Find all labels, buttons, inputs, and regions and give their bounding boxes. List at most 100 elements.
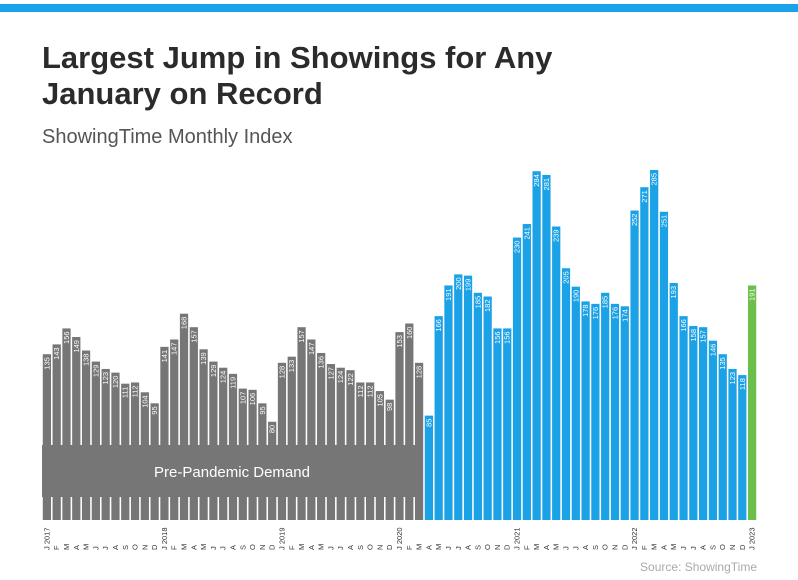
x-tick-label: O: [131, 544, 140, 550]
bar: [101, 368, 110, 520]
chart-subtitle: ShowingTime Monthly Index: [42, 126, 293, 148]
bar: [179, 313, 189, 520]
bar: [630, 210, 639, 521]
x-tick-label: S: [473, 545, 482, 550]
x-tick-label: O: [601, 544, 610, 550]
value-label: 104: [140, 395, 149, 408]
x-tick-label: N: [258, 545, 267, 550]
value-label: 157: [189, 330, 198, 343]
bar: [444, 285, 453, 520]
x-tick-label: J: [326, 546, 335, 550]
x-tick-label: M: [415, 544, 424, 550]
value-label: 199: [464, 279, 473, 292]
value-label: 123: [101, 372, 110, 385]
value-label: 138: [82, 354, 91, 367]
bar: [571, 286, 580, 520]
value-label: 135: [42, 357, 51, 370]
x-tick-label: O: [248, 544, 257, 550]
value-label: 80: [268, 425, 277, 433]
value-label: 112: [131, 385, 140, 397]
value-label: 156: [62, 331, 71, 344]
value-label: 141: [160, 350, 169, 363]
x-tick-label: J 2018: [160, 527, 169, 550]
x-tick-label: J: [689, 546, 698, 550]
x-tick-label: F: [640, 545, 649, 550]
bar: [561, 268, 571, 520]
bar: [405, 323, 414, 520]
x-tick-label: D: [738, 544, 747, 550]
value-label: 124: [219, 371, 228, 384]
bar: [463, 275, 473, 520]
x-tick-label: A: [189, 545, 198, 550]
bar: [728, 368, 737, 520]
x-tick-label: J: [679, 546, 688, 550]
x-tick-label: S: [121, 545, 130, 550]
x-tick-label: M: [180, 544, 189, 550]
x-tick-label: F: [287, 545, 296, 550]
bar: [209, 361, 218, 520]
value-label: 129: [91, 365, 100, 378]
bar: [189, 327, 198, 520]
value-label: 185: [473, 296, 482, 309]
bar: [414, 362, 424, 520]
bar: [219, 367, 228, 520]
annotation: Pre-Pandemic Demand: [154, 464, 310, 481]
top-stripe: [0, 4, 798, 12]
value-label: 127: [326, 367, 335, 380]
bar: [424, 415, 433, 520]
value-label: 176: [591, 307, 600, 320]
source: Source: ShowingTime: [640, 560, 757, 574]
annotation-band: [42, 445, 422, 497]
bar: [718, 354, 727, 520]
value-label: 157: [699, 330, 708, 343]
value-label: 139: [199, 352, 208, 365]
x-tick-label: J 2020: [395, 527, 404, 550]
value-label: 98: [385, 403, 394, 411]
value-label: 284: [532, 174, 541, 187]
x-tick-label: D: [503, 544, 512, 550]
x-tick-label: N: [728, 545, 737, 550]
value-label: 149: [72, 340, 81, 353]
value-label: 168: [180, 317, 189, 330]
x-tick-label: M: [297, 544, 306, 550]
x-tick-label: A: [346, 545, 355, 550]
value-label: 166: [679, 319, 688, 332]
x-tick-label: F: [522, 545, 531, 550]
value-label: 95: [150, 406, 159, 414]
value-label: 143: [52, 347, 61, 360]
bar: [81, 350, 91, 520]
bar: [610, 303, 620, 520]
value-label: 156: [493, 331, 502, 344]
value-label: 136: [317, 356, 326, 369]
value-label: 133: [287, 360, 296, 373]
x-tick-label: N: [375, 545, 384, 550]
x-tick-label: J: [571, 546, 580, 550]
bar: [522, 224, 531, 520]
value-label: 281: [542, 178, 551, 191]
bar: [659, 211, 669, 520]
bar: [512, 237, 522, 520]
chart-title: Largest Jump in Showings for Any January…: [42, 40, 553, 111]
x-tick-label: J 2022: [630, 527, 639, 550]
value-label: 105: [375, 394, 384, 407]
value-label: 119: [228, 377, 237, 389]
value-label: 153: [395, 335, 404, 348]
value-label: 147: [170, 342, 179, 355]
bar: [395, 332, 404, 520]
bar: [747, 285, 757, 520]
value-label: 241: [522, 227, 531, 240]
x-tick-label: J: [101, 546, 110, 550]
bar: [454, 274, 463, 520]
x-tick-label: A: [228, 545, 237, 550]
x-tick-label: O: [366, 544, 375, 550]
value-label: 107: [238, 392, 247, 405]
value-label: 193: [669, 286, 678, 299]
x-tick-label: M: [62, 544, 71, 550]
bar: [483, 296, 492, 520]
value-label: 135: [718, 357, 727, 370]
bar: [434, 316, 443, 520]
x-tick-label: S: [708, 545, 717, 550]
value-label: 252: [630, 214, 639, 227]
